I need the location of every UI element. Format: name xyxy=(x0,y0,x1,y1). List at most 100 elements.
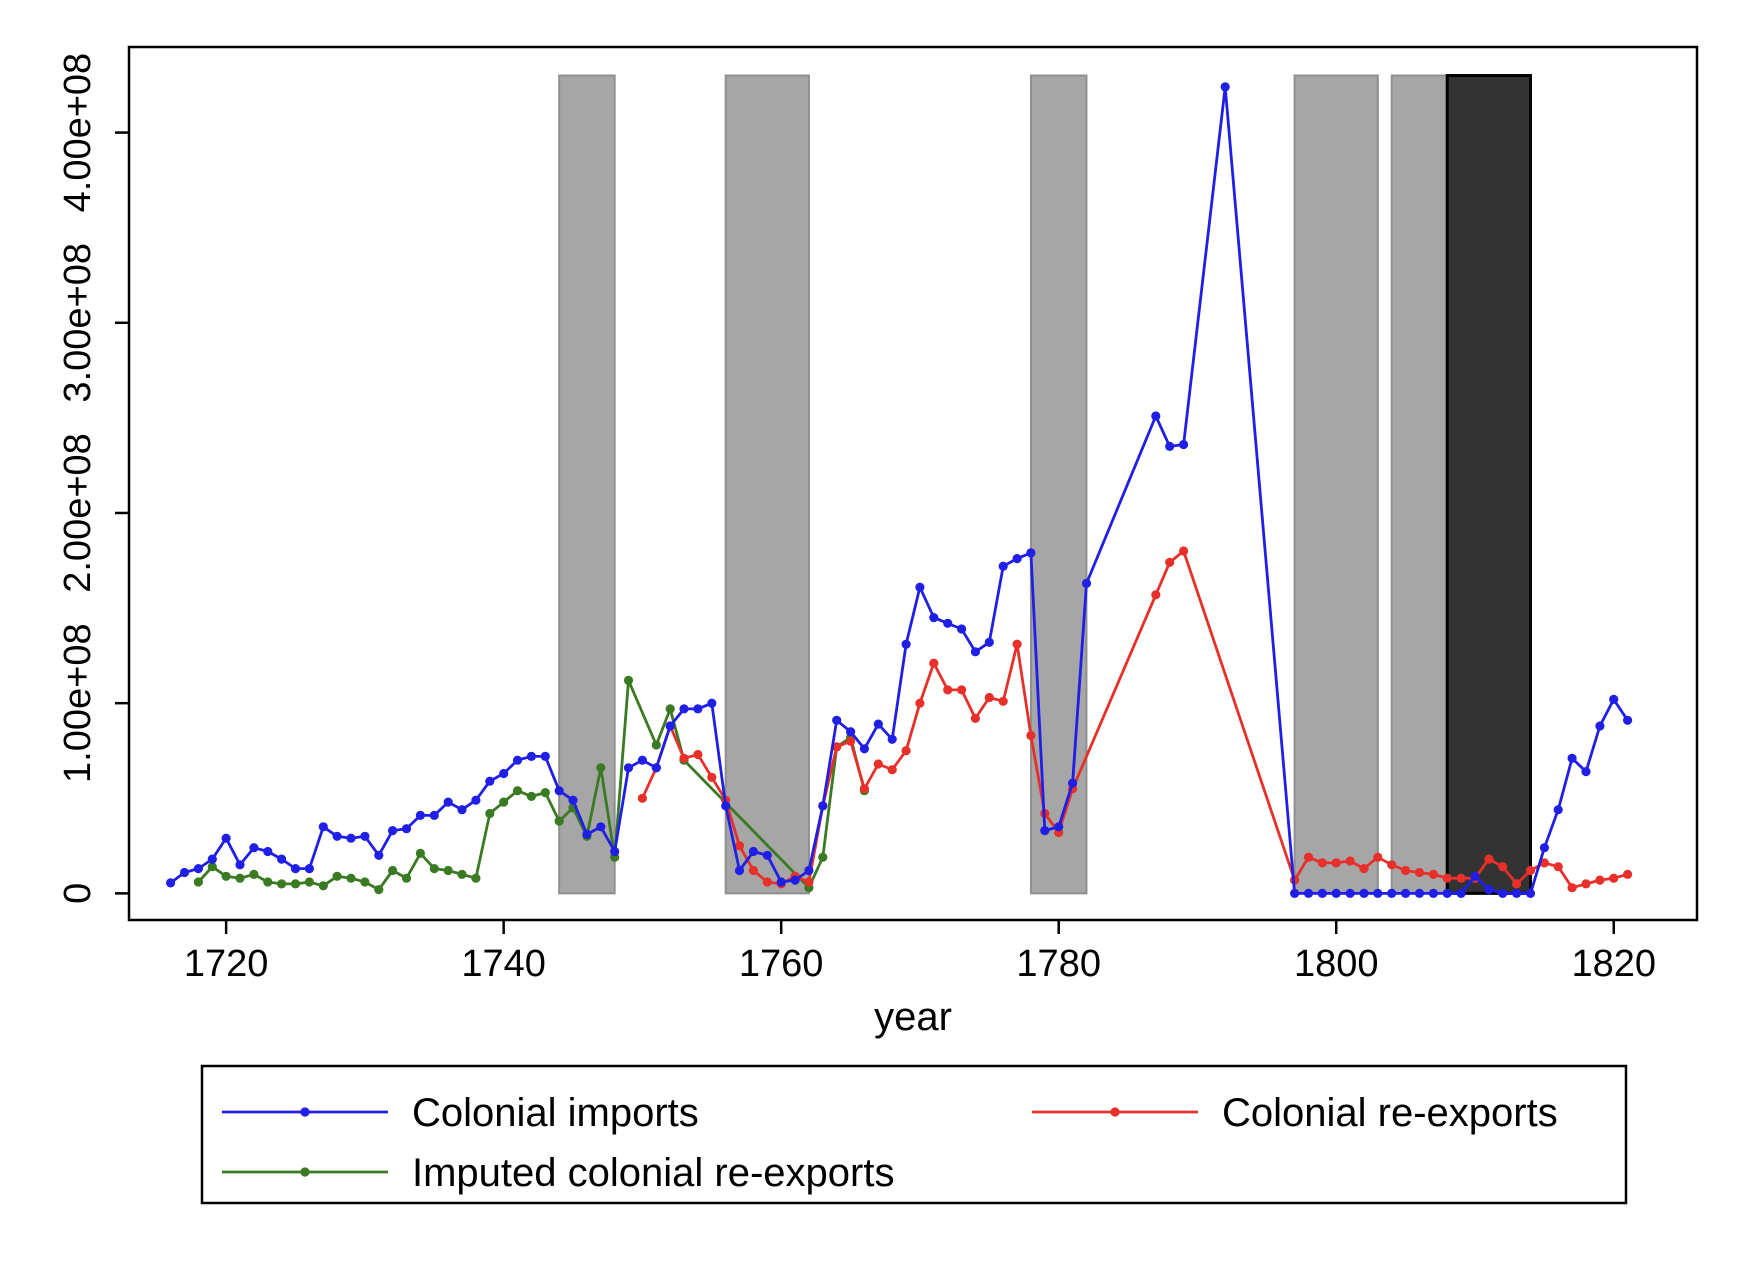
point-colonial-imports-1732 xyxy=(388,826,398,836)
point-colonial-re-exports-1774 xyxy=(970,713,981,724)
point-colonial-re-exports-1802 xyxy=(1359,864,1369,874)
point-imputed-colonial-re-exports-1742 xyxy=(526,791,537,802)
point-colonial-imports-1760 xyxy=(776,877,786,887)
point-colonial-re-exports-1804 xyxy=(1387,860,1397,870)
point-imputed-colonial-re-exports-1729 xyxy=(346,873,356,883)
point-colonial-imports-1820 xyxy=(1609,694,1619,705)
point-imputed-colonial-re-exports-1728 xyxy=(332,871,342,881)
point-colonial-imports-1789 xyxy=(1179,439,1189,450)
point-imputed-colonial-re-exports-1731 xyxy=(374,885,384,895)
point-colonial-imports-1779 xyxy=(1040,826,1050,836)
legend-swatch-marker xyxy=(1110,1107,1120,1117)
point-colonial-imports-1750 xyxy=(637,755,648,765)
point-colonial-imports-1778 xyxy=(1026,548,1036,558)
point-colonial-imports-1733 xyxy=(401,824,412,834)
point-colonial-imports-1788 xyxy=(1165,441,1175,451)
point-imputed-colonial-re-exports-1722 xyxy=(249,869,259,880)
point-imputed-colonial-re-exports-1732 xyxy=(388,865,398,876)
point-colonial-re-exports-1798 xyxy=(1303,852,1314,862)
shaded-period-5 xyxy=(1445,74,1532,895)
point-colonial-imports-1725 xyxy=(290,864,301,874)
point-colonial-imports-1807 xyxy=(1428,888,1438,899)
point-colonial-imports-1757 xyxy=(734,865,745,876)
point-colonial-imports-1818 xyxy=(1581,767,1591,777)
point-colonial-imports-1747 xyxy=(596,822,606,832)
legend-swatch-marker xyxy=(300,1167,310,1177)
point-colonial-re-exports-1769 xyxy=(901,746,911,756)
point-colonial-imports-1804 xyxy=(1387,888,1397,899)
point-colonial-imports-1805 xyxy=(1401,888,1411,899)
point-colonial-imports-1749 xyxy=(623,763,634,773)
point-colonial-imports-1746 xyxy=(582,829,592,840)
point-colonial-imports-1782 xyxy=(1081,578,1092,589)
point-colonial-imports-1768 xyxy=(887,734,897,744)
shaded-period-1 xyxy=(724,74,810,895)
point-colonial-imports-1772 xyxy=(943,618,953,628)
point-imputed-colonial-re-exports-1733 xyxy=(401,873,412,883)
point-colonial-imports-1716 xyxy=(166,878,176,888)
point-imputed-colonial-re-exports-1736 xyxy=(443,865,453,876)
point-colonial-re-exports-1805 xyxy=(1401,865,1411,876)
point-colonial-imports-1806 xyxy=(1414,888,1425,899)
point-imputed-colonial-re-exports-1727 xyxy=(318,881,328,891)
legend-label: Imputed colonial re-exports xyxy=(412,1151,894,1195)
point-imputed-colonial-re-exports-1751 xyxy=(651,740,661,750)
point-colonial-imports-1748 xyxy=(610,846,620,857)
point-colonial-imports-1743 xyxy=(540,751,550,762)
point-imputed-colonial-re-exports-1752 xyxy=(665,704,675,714)
point-colonial-re-exports-1759 xyxy=(762,877,772,887)
y-tick-label-4: 4.00e+08 xyxy=(57,53,99,213)
point-colonial-re-exports-1808 xyxy=(1442,873,1452,883)
x-axis-title: year xyxy=(874,995,952,1039)
point-colonial-imports-1770 xyxy=(915,582,925,592)
point-colonial-imports-1745 xyxy=(568,795,578,805)
point-colonial-re-exports-1776 xyxy=(998,696,1008,706)
point-colonial-re-exports-1754 xyxy=(693,749,703,760)
shaded-period-2 xyxy=(1029,74,1088,895)
point-colonial-imports-1756 xyxy=(721,801,731,811)
point-colonial-imports-1742 xyxy=(526,751,537,762)
point-colonial-re-exports-1787 xyxy=(1151,590,1161,600)
point-colonial-re-exports-1799 xyxy=(1317,858,1327,868)
x-tick-label-1820: 1820 xyxy=(1571,943,1656,985)
legend-label: Colonial re-exports xyxy=(1222,1091,1558,1135)
point-colonial-imports-1797 xyxy=(1290,888,1300,899)
y-tick-label-1: 1.00e+08 xyxy=(57,623,99,783)
point-colonial-imports-1744 xyxy=(554,786,564,796)
point-colonial-imports-1730 xyxy=(360,831,370,841)
point-colonial-imports-1719 xyxy=(207,854,217,864)
point-colonial-imports-1724 xyxy=(277,854,287,864)
point-colonial-re-exports-1788 xyxy=(1165,557,1175,568)
point-colonial-re-exports-1821 xyxy=(1623,869,1633,880)
point-colonial-re-exports-1813 xyxy=(1512,879,1522,889)
point-colonial-imports-1787 xyxy=(1151,411,1161,421)
point-colonial-re-exports-1803 xyxy=(1373,852,1383,862)
axes: 1720 1740 1760 1780 1800 1820 0 1.00e+08 2.00e+0… xyxy=(57,53,1656,985)
point-colonial-imports-1734 xyxy=(415,810,425,821)
point-colonial-imports-1777 xyxy=(1012,554,1022,564)
point-colonial-imports-1781 xyxy=(1068,778,1078,788)
series-layer xyxy=(166,82,1633,899)
point-colonial-imports-1811 xyxy=(1484,885,1494,895)
point-colonial-re-exports-1809 xyxy=(1456,873,1466,883)
point-colonial-re-exports-1801 xyxy=(1345,856,1355,866)
point-colonial-imports-1821 xyxy=(1623,715,1633,725)
point-imputed-colonial-re-exports-1719 xyxy=(207,862,217,872)
point-colonial-re-exports-1766 xyxy=(859,784,870,794)
point-colonial-imports-1773 xyxy=(957,624,967,634)
point-colonial-imports-1775 xyxy=(984,637,994,647)
point-colonial-re-exports-1812 xyxy=(1498,862,1508,872)
plot-frame xyxy=(127,45,1699,922)
point-colonial-imports-1766 xyxy=(859,744,870,754)
point-colonial-imports-1815 xyxy=(1539,843,1549,853)
point-colonial-re-exports-1819 xyxy=(1595,875,1605,885)
point-colonial-imports-1741 xyxy=(512,755,523,765)
point-colonial-re-exports-1789 xyxy=(1179,546,1189,556)
point-colonial-imports-1802 xyxy=(1359,888,1369,899)
point-colonial-re-exports-1764 xyxy=(832,742,842,752)
point-imputed-colonial-re-exports-1744 xyxy=(554,816,564,826)
point-colonial-imports-1816 xyxy=(1553,805,1563,815)
point-colonial-re-exports-1818 xyxy=(1581,879,1591,889)
point-colonial-imports-1720 xyxy=(221,833,231,843)
